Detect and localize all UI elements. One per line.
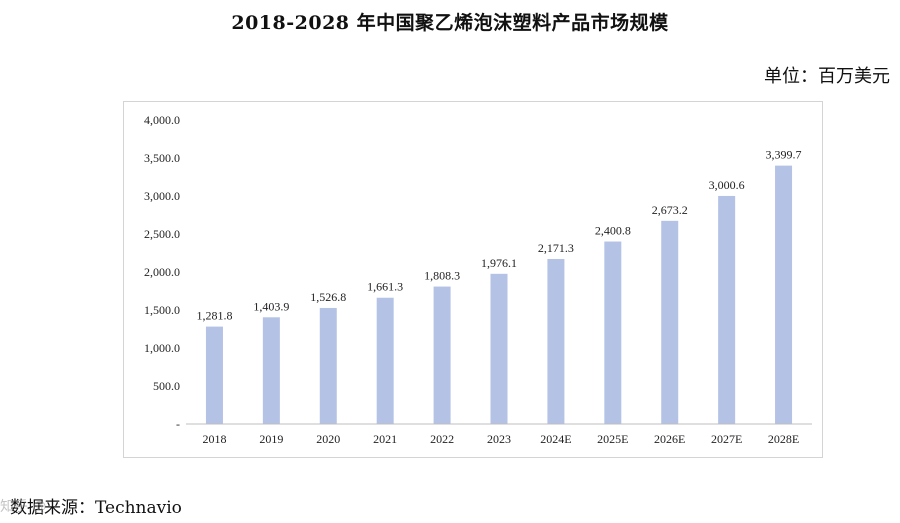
x-tick-label-2022: 2022 [430,432,454,446]
y-tick-label: 4,000.0 [144,113,180,127]
watermark: 知乎 @ [0,499,47,515]
x-tick-label-2028E: 2028E [768,432,799,446]
y-tick-label: 3,500.0 [144,151,180,165]
data-label-2018: 1,281.8 [196,309,232,323]
data-label-2024E: 2,171.3 [538,241,574,255]
bar-2024E [547,258,565,424]
bar-2020 [319,307,337,424]
y-tick-label: 3,000.0 [144,189,180,203]
bar-2028E [775,165,793,424]
bar-2021 [376,297,394,424]
x-tick-label-2025E: 2025E [597,432,628,446]
x-tick-label-2026E: 2026E [654,432,685,446]
y-tick-label: 1,500.0 [144,303,180,317]
bar-chart: - 500.0 1,000.0 1,500.0 2,000.0 2,500.0 3,000.… [144,113,812,446]
y-tick-label: 500.0 [153,379,180,393]
x-tick-label-2020: 2020 [316,432,340,446]
bar-2022 [433,286,451,424]
data-label-2022: 1,808.3 [424,269,460,283]
bar-2026E [661,220,679,424]
bar-2023 [490,273,508,424]
bars: 1,281.8 1,403.9 1,526.8 1,661.3 1,808.3 1,976… [196,148,802,424]
x-tick-label-2027E: 2027E [711,432,742,446]
y-tick-label: 1,000.0 [144,341,180,355]
y-axis: - 500.0 1,000.0 1,500.0 2,000.0 2,500.0 3,000.… [144,113,180,431]
x-tick-label-2021: 2021 [373,432,397,446]
bar-2025E [604,241,622,424]
data-label-2027E: 3,000.6 [709,178,745,192]
data-label-2020: 1,526.8 [310,290,346,304]
bar-2027E [718,195,736,424]
data-label-2019: 1,403.9 [253,299,289,313]
x-tick-label-2023: 2023 [487,432,511,446]
data-label-2021: 1,661.3 [367,280,403,294]
source-note: 数据来源：Technavio [10,498,182,518]
data-label-2025E: 2,400.8 [595,224,631,238]
y-tick-label: 2,000.0 [144,265,180,279]
x-tick-label-2024E: 2024E [540,432,571,446]
data-label-2026E: 2,673.2 [652,203,688,217]
y-tick-label: - [176,417,180,431]
x-tick-label-2018: 2018 [202,432,226,446]
bar-2019 [262,317,280,424]
chart-title: 2018-2028 年中国聚乙烯泡沫塑料产品市场规模 [231,12,669,34]
bar-2018 [205,326,223,424]
unit-label: 单位：百万美元 [764,66,890,87]
data-label-2028E: 3,399.7 [766,148,802,162]
chart-area: - 500.0 1,000.0 1,500.0 2,000.0 2,500.0 3,000.… [123,101,823,458]
y-tick-label: 2,500.0 [144,227,180,241]
x-tick-label-2019: 2019 [259,432,283,446]
data-label-2023: 1,976.1 [481,256,517,270]
x-axis: 2018 2019 2020 2021 2022 2023 2024E 2025E 2026E 2… [186,423,812,446]
